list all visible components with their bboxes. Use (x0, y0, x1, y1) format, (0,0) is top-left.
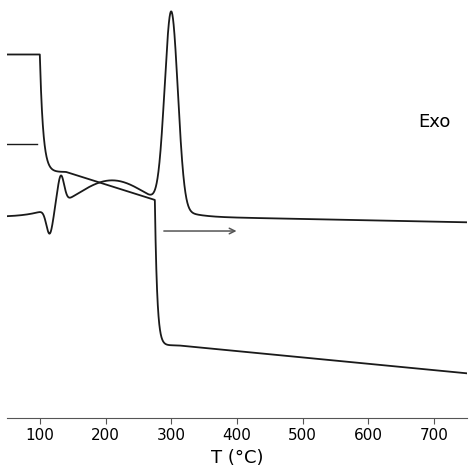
X-axis label: T (°C): T (°C) (211, 449, 263, 467)
Text: Exo: Exo (419, 113, 451, 131)
